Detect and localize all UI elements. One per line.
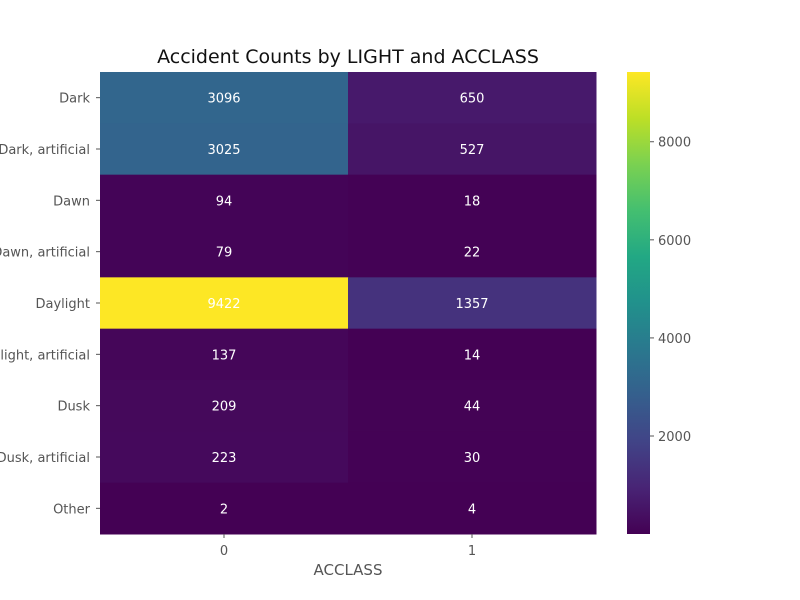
colorbar-tick-label: 6000 <box>658 234 691 249</box>
heatmap-cell <box>100 328 349 381</box>
cell-value-label: 137 <box>212 348 237 363</box>
colorbar-tick-label: 8000 <box>658 136 691 151</box>
heatmap-cell <box>348 174 597 227</box>
cell-value-label: 44 <box>464 400 481 415</box>
cell-value-label: 209 <box>212 400 237 415</box>
y-tick-label: Daylight, artificial <box>0 348 90 363</box>
y-tick-label: Dark, artificial <box>0 143 90 158</box>
cell-value-label: 3096 <box>207 92 240 107</box>
x-tick-label: 1 <box>468 544 476 559</box>
cell-value-label: 30 <box>464 451 481 466</box>
heatmap-cell <box>100 277 349 330</box>
colorbar-tick-label: 4000 <box>658 332 691 347</box>
y-tick-label: Dawn, artificial <box>0 246 90 261</box>
heatmap-cell <box>348 277 597 330</box>
cell-value-label: 14 <box>464 348 481 363</box>
y-tick-labels: Dark Dark, artificial Dawn Dawn, artificial… <box>0 92 100 517</box>
cell-value-label: 650 <box>460 92 485 107</box>
y-tick-label: Dusk <box>57 400 90 415</box>
heatmap-cell <box>100 380 349 432</box>
heatmap-cell <box>348 123 597 176</box>
heatmap-cell <box>100 123 349 176</box>
heatmap-cell <box>100 226 349 278</box>
chart-title: Accident Counts by LIGHT and ACCLASS <box>157 46 539 68</box>
heatmap-cell <box>348 431 597 484</box>
x-axis-title: ACCLASS <box>314 561 383 579</box>
y-tick-label: Dusk, artificial <box>0 451 90 466</box>
y-tick-label: Dark <box>59 92 90 107</box>
colorbar <box>627 72 650 534</box>
y-tick-label: Dawn <box>53 194 90 209</box>
cell-value-label: 79 <box>216 246 233 261</box>
heatmap-cell <box>100 72 349 124</box>
heatmap-cell <box>348 482 597 535</box>
y-tick-label: Daylight <box>36 297 90 312</box>
cell-value-label: 3025 <box>207 143 240 158</box>
cell-value-label: 223 <box>212 451 237 466</box>
x-tick-label: 0 <box>220 544 228 559</box>
heatmap-cell <box>100 174 349 227</box>
heatmap-cell <box>348 226 597 278</box>
heatmap-cell <box>100 482 349 535</box>
y-tick-label: Other <box>53 502 91 517</box>
heatmap-cell <box>100 431 349 484</box>
cell-value-label: 9422 <box>207 297 240 312</box>
cell-value-label: 4 <box>468 502 476 517</box>
cell-value-label: 1357 <box>455 297 488 312</box>
heatmap-cell <box>348 72 597 124</box>
heatmap-cell <box>348 328 597 381</box>
cell-value-label: 22 <box>464 246 481 261</box>
colorbar-tick-label: 2000 <box>658 430 691 445</box>
cell-value-label: 527 <box>460 143 485 158</box>
cell-value-label: 2 <box>220 502 228 517</box>
colorbar-ticks: 2000 4000 6000 8000 <box>650 136 691 445</box>
cell-value-label: 18 <box>464 194 481 209</box>
cell-value-label: 94 <box>216 194 233 209</box>
heatmap-cell <box>348 380 597 432</box>
